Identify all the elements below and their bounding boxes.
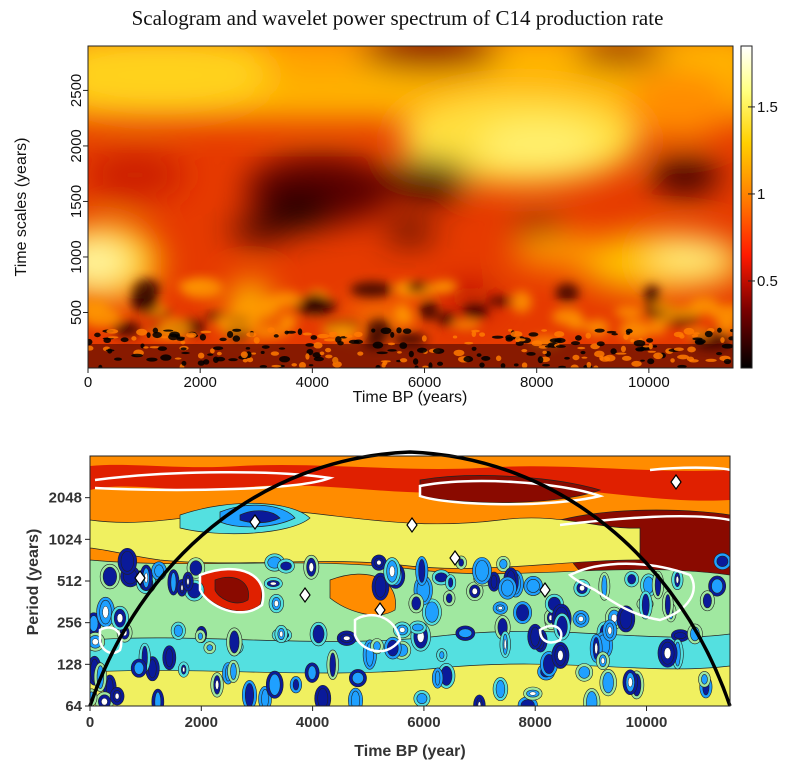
colorbar-tick-label: 1: [757, 186, 765, 203]
scalogram-x-tick-label: 0: [84, 374, 92, 391]
wavelet-y-tick-label: 1024: [49, 531, 83, 548]
scalogram-y-ticks: 500 1000 1500 2000 2500: [68, 74, 88, 325]
wavelet-y-tick-label: 64: [65, 698, 82, 715]
scalogram-y-tick-label: 2000: [68, 129, 85, 162]
wavelet-y-ticks: 64 128 256 512 1024 2048: [49, 490, 90, 715]
scalogram-panel: 0 2000 4000 6000 8000 10000 50010001500200025…: [13, 30, 778, 406]
wavelet-x-tick-label: 10000: [626, 714, 668, 731]
wavelet-y-label: Period (years): [25, 529, 42, 636]
scalogram-x-tick-label: 4000: [296, 374, 329, 391]
colorbar-tick-label: 1.5: [757, 99, 778, 116]
scalogram-y-label: Time scales (years): [13, 138, 30, 277]
scalogram-x-ticks: 0 2000 4000 6000 8000 10000: [84, 368, 670, 391]
wavelet-x-ticks: 0 2000 4000 6000 8000 10000: [86, 706, 668, 731]
scalogram-y-tick-label: 2500: [68, 74, 85, 107]
scalogram-x-tick-label: 2000: [183, 374, 216, 391]
colorbar: 0.5 1 1.5: [741, 46, 778, 368]
scalogram-x-label: Time BP (years): [353, 389, 468, 406]
wavelet-x-tick-label: 4000: [296, 714, 329, 731]
colorbar-tick-label: 0.5: [757, 273, 778, 290]
wavelet-y-tick-label: 256: [57, 615, 82, 632]
wavelet-panel: 0 2000 4000 6000 8000 10000 64 128 256 512 1024 20…: [25, 452, 731, 760]
wavelet-y-tick-label: 2048: [49, 490, 82, 507]
scalogram-heatmap: [50, 30, 760, 371]
wavelet-x-tick-label: 6000: [407, 714, 440, 731]
wavelet-heatmap: [86, 456, 731, 716]
wavelet-x-tick-label: 0: [86, 714, 94, 731]
scalogram-y-tick-label: 500: [68, 300, 85, 325]
wavelet-y-tick-label: 128: [57, 656, 82, 673]
scalogram-x-tick-label: 10000: [628, 374, 670, 391]
colorbar-gradient: [741, 46, 752, 368]
wavelet-y-tick-label: 512: [57, 573, 82, 590]
wavelet-x-label: Time BP (year): [354, 743, 465, 760]
scalogram-y-tick-label: 1500: [68, 185, 85, 218]
scalogram-x-tick-label: 8000: [520, 374, 553, 391]
scalogram-y-tick-label: 1000: [68, 240, 85, 273]
wavelet-x-tick-label: 2000: [185, 714, 218, 731]
wavelet-x-tick-label: 8000: [519, 714, 552, 731]
